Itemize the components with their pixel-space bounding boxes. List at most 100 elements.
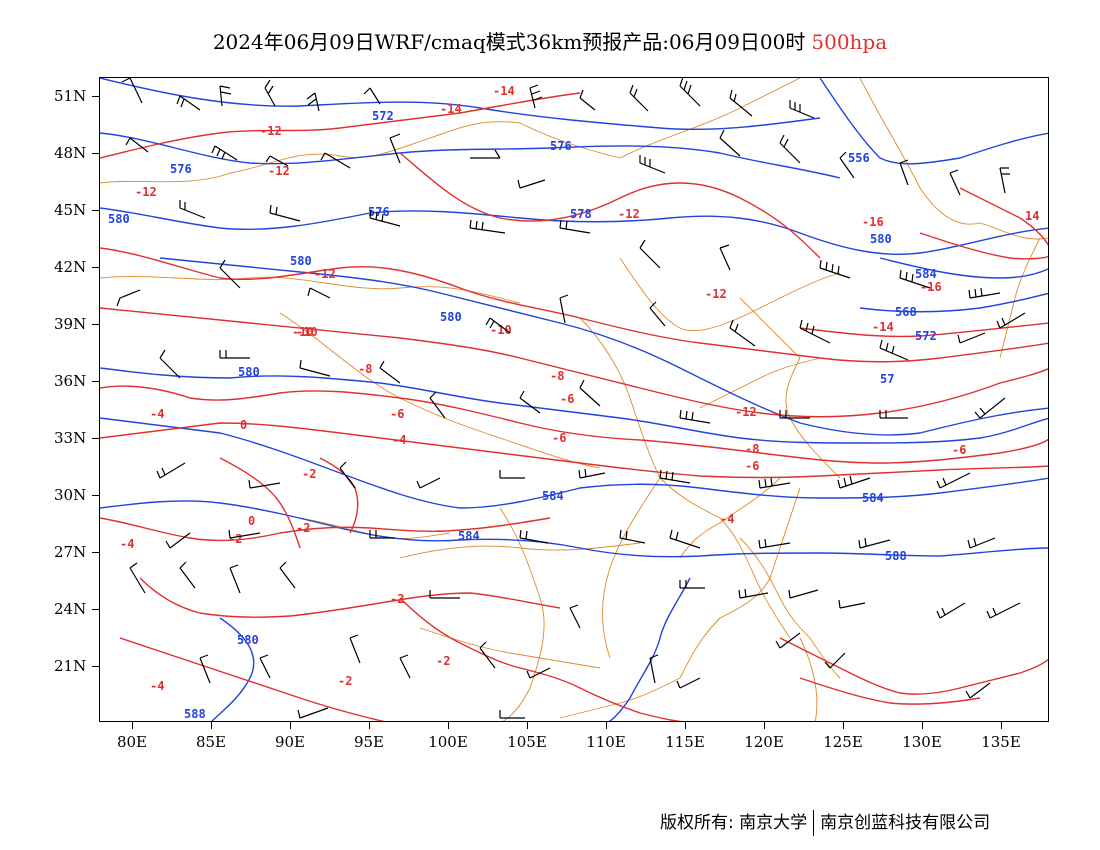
temperature-label: -12 bbox=[135, 185, 157, 199]
lon-tick bbox=[922, 722, 923, 729]
height-contour bbox=[100, 500, 1048, 558]
boundary-line bbox=[602, 477, 661, 659]
wind-barb bbox=[307, 287, 331, 299]
wind-barb bbox=[219, 350, 250, 359]
wind-barb bbox=[176, 95, 201, 111]
wind-barb bbox=[996, 312, 1026, 329]
wind-barb bbox=[679, 409, 711, 424]
temperature-label: -4 bbox=[150, 407, 164, 421]
wind-barb bbox=[529, 84, 543, 109]
temperature-label: -12 bbox=[735, 405, 757, 419]
wind-barb bbox=[320, 152, 351, 169]
temperature-label: -2 bbox=[390, 592, 404, 606]
temperature-label: -14 bbox=[872, 320, 894, 334]
temperature-label: -6 bbox=[552, 431, 566, 445]
boundary-line bbox=[399, 542, 641, 559]
temperature-label: -12 bbox=[314, 267, 336, 281]
temperature-contour bbox=[959, 187, 1048, 246]
temperature-label: -6 bbox=[390, 407, 404, 421]
temperature-label: -2 bbox=[228, 532, 242, 546]
wind-barb bbox=[899, 159, 909, 186]
temperature-contour bbox=[319, 457, 359, 534]
wind-barb bbox=[379, 360, 401, 384]
wind-barb bbox=[799, 319, 831, 344]
lat-label: 39N bbox=[54, 315, 87, 333]
wind-barb bbox=[369, 530, 395, 539]
wind-barb bbox=[676, 677, 701, 689]
temperature-label: -4 bbox=[150, 679, 164, 693]
wind-barb bbox=[259, 654, 271, 679]
temperature-label: 0 bbox=[248, 514, 255, 528]
boundary-line bbox=[619, 257, 841, 332]
temperature-contour bbox=[399, 152, 821, 259]
height-contour bbox=[608, 577, 691, 721]
temperature-contour bbox=[799, 677, 981, 705]
wind-barb bbox=[788, 589, 819, 599]
height-label: 584 bbox=[458, 529, 480, 543]
height-label: 580 bbox=[440, 310, 462, 324]
wind-barb bbox=[116, 289, 141, 307]
wind-barb bbox=[265, 155, 289, 167]
height-contour bbox=[100, 367, 1048, 444]
wind-barb bbox=[297, 707, 329, 719]
temperature-label: 14 bbox=[1025, 209, 1039, 223]
lat-tick bbox=[92, 609, 99, 610]
temperature-label: -8 bbox=[745, 442, 759, 456]
wind-barb bbox=[569, 604, 581, 629]
lat-label: 45N bbox=[54, 201, 87, 219]
lon-label: 95E bbox=[353, 733, 385, 751]
lon-label: 125E bbox=[823, 733, 863, 751]
wind-barb bbox=[156, 462, 186, 479]
height-contour bbox=[859, 292, 1048, 313]
lat-tick bbox=[92, 381, 99, 382]
wind-barb bbox=[819, 259, 851, 279]
lat-tick bbox=[92, 324, 99, 325]
lon-tick bbox=[606, 722, 607, 729]
lon-label: 115E bbox=[665, 733, 705, 751]
temperature-contour bbox=[139, 577, 561, 618]
wind-barb bbox=[738, 588, 769, 599]
map-plot-area[interactable]: 572 576 580 576 578 576 580 556 568 584 … bbox=[99, 77, 1049, 722]
wind-barb bbox=[967, 537, 996, 549]
wind-barb bbox=[211, 145, 238, 161]
height-label: 568 bbox=[895, 305, 917, 319]
lat-label: 30N bbox=[54, 486, 87, 504]
wind-barb bbox=[129, 562, 146, 594]
wind-barb bbox=[779, 134, 801, 164]
wind-barb bbox=[264, 79, 276, 107]
temperature-label: -4 bbox=[120, 537, 134, 551]
height-contours bbox=[100, 78, 1048, 721]
lon-label: 105E bbox=[507, 733, 547, 751]
lon-tick bbox=[211, 722, 212, 729]
boundary-line bbox=[859, 78, 1048, 240]
height-label: 580 bbox=[108, 212, 130, 226]
boundary-line bbox=[679, 487, 801, 679]
wind-barb bbox=[649, 301, 666, 327]
wind-barb bbox=[121, 78, 143, 104]
temperature-contour bbox=[100, 422, 1048, 479]
temperature-label: -14 bbox=[440, 102, 462, 116]
wind-barb bbox=[470, 149, 501, 159]
wind-barb bbox=[219, 85, 232, 107]
footer-left: 版权所有: 南京大学 bbox=[660, 813, 808, 833]
wind-barb bbox=[306, 92, 320, 112]
wind-barb bbox=[229, 564, 241, 594]
boundary-line bbox=[799, 637, 818, 721]
lat-label: 42N bbox=[54, 258, 87, 276]
wind-barb bbox=[179, 200, 206, 219]
wind-barb bbox=[349, 634, 361, 664]
lon-label: 130E bbox=[902, 733, 942, 751]
temperature-contour bbox=[919, 232, 1048, 260]
wind-barb bbox=[639, 155, 666, 174]
wind-barb bbox=[248, 479, 281, 489]
wind-barb bbox=[729, 319, 756, 347]
height-contour bbox=[100, 78, 821, 131]
temperature-label: -6 bbox=[952, 443, 966, 457]
lon-label: 90E bbox=[274, 733, 306, 751]
weather-map-svg: 572 576 580 576 578 576 580 556 568 584 … bbox=[100, 78, 1048, 721]
wind-barb bbox=[679, 78, 701, 107]
lon-tick bbox=[685, 722, 686, 729]
lon-tick bbox=[1001, 722, 1002, 729]
wind-barb bbox=[879, 410, 908, 419]
boundary-line bbox=[679, 477, 781, 559]
